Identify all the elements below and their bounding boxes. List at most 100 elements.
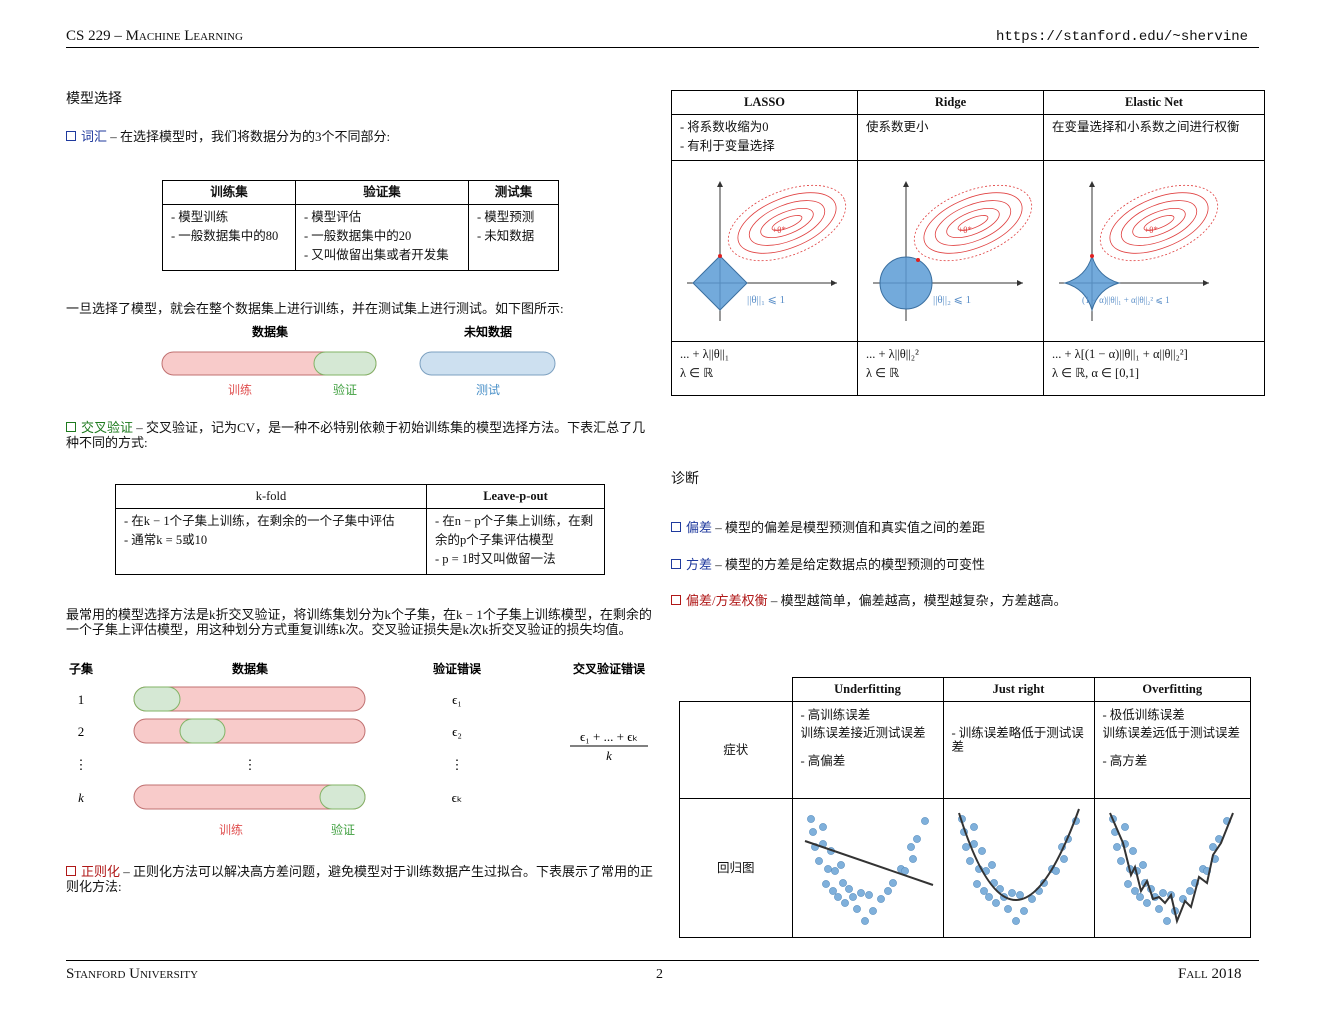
row-label: 2	[78, 724, 85, 739]
item: - 模型训练	[171, 210, 229, 224]
formula: ... + λ[(1 − α)||θ||₁ + α||θ||₂²]	[1052, 347, 1188, 361]
item: - 一般数据集中的80	[171, 229, 279, 243]
sample-point	[906, 843, 915, 851]
item: - 极低训练误差	[1102, 708, 1185, 722]
cell: 在变量选择和小系数之间进行权衡	[1043, 114, 1265, 161]
sample-point	[806, 815, 815, 823]
fit-curve	[804, 840, 933, 886]
contour	[1109, 192, 1209, 254]
split-figure: 数据集 未知数据 训练 验证 测试	[161, 324, 556, 397]
formula-numerator: ϵ₁ + ... + ϵₖ	[580, 729, 638, 744]
contour	[957, 215, 989, 231]
item: - 通常k = 5或10	[124, 533, 208, 547]
formula: ... + λ||θ||₂²	[866, 347, 919, 361]
term: 偏差	[686, 520, 713, 535]
constraint-region	[1063, 254, 1121, 312]
figure-header: 交叉验证错误	[573, 661, 646, 676]
header-cell: 测试集	[468, 180, 559, 205]
error: ϵ₁	[452, 692, 462, 707]
sample-point	[977, 847, 986, 855]
sample-point	[833, 893, 842, 901]
validation-bar	[319, 784, 366, 810]
marker	[671, 559, 681, 569]
train-bar	[133, 718, 366, 744]
item: - 高方差	[1102, 754, 1148, 768]
corner	[679, 677, 792, 702]
optimum-label: +θ*	[958, 225, 972, 235]
sample-point	[1112, 843, 1121, 851]
sample-point	[991, 899, 1000, 907]
contour	[913, 184, 1033, 262]
sample-point	[821, 880, 830, 888]
row-label: 症状	[679, 701, 793, 799]
text: – 交叉验证，记为CV，是一种不必特别依赖于初始训练集的模型选择方法。下表汇总了…	[66, 420, 646, 450]
paragraph: 方差 – 模型的方差是给定数据点的模型预测的可变性	[671, 557, 985, 573]
item: - 在n − p个子集上训练，在剩余的p个子集评估模型	[435, 514, 594, 547]
constraint-label: (1 − α)||θ||₁ + α||θ||₂² ⩽ 1	[1082, 295, 1170, 305]
sample-point	[908, 855, 917, 863]
sample-point	[1138, 861, 1147, 869]
footer-left: Stanford University	[66, 966, 199, 982]
figure-label: 训练	[228, 382, 252, 397]
term: 交叉验证	[81, 420, 134, 435]
header-cell: Underfitting	[791, 677, 944, 702]
plot-cell: +θ* (1 − α)||θ||₁ + α||θ||₂² ⩽ 1	[1043, 160, 1265, 342]
text: – 在选择模型时，我们将数据分为的3个不同部分:	[107, 129, 391, 144]
sample-point	[1019, 907, 1028, 915]
cell: - 在k − 1个子集上训练，在剩余的一个子集中评估 - 通常k = 5或10	[115, 508, 427, 575]
contours	[913, 184, 1033, 262]
plot-cell: +θ* ||θ||₁ ⩽ 1	[671, 160, 858, 342]
footer-rule	[66, 960, 1259, 961]
sample-point	[883, 887, 892, 895]
plot-cell	[791, 798, 944, 938]
term: 偏差/方差权衡	[686, 593, 768, 608]
formula: λ ∈ ℝ	[866, 366, 900, 380]
figure-header: 验证错误	[433, 661, 482, 676]
text: – 正则化方法可以解决高方差问题，避免模型对于训练数据产生过拟合。下表展示了常用…	[66, 864, 654, 894]
figure-label: 验证	[333, 382, 357, 397]
header-cell: 验证集	[295, 180, 469, 205]
contours	[1099, 184, 1219, 262]
sample-point	[972, 880, 981, 888]
error: ϵ₂	[452, 724, 462, 739]
plot-cell: +θ* ||θ||₂ ⩽ 1	[857, 160, 1044, 342]
sample-point	[828, 887, 837, 895]
sample-point	[1128, 847, 1137, 855]
header-cell: Ridge	[857, 90, 1044, 115]
split-table: 训练集 验证集 测试集 - 模型训练 - 一般数据集中的80 - 模型评估 - 一般数据…	[162, 180, 559, 271]
section-title: 模型选择	[66, 92, 122, 107]
fit-curve	[1108, 812, 1234, 925]
text: – 模型的偏差是模型预测值和真实值之间的差距	[712, 520, 986, 535]
illustration: +θ* (1 − α)||θ||₁ + α||θ||₂² ⩽ 1	[1059, 181, 1219, 321]
cell: - 训练误差略低于测试误差	[942, 701, 1095, 799]
sample-point	[920, 817, 929, 825]
row-label: ⋮	[75, 757, 88, 772]
item: - 高偏差	[800, 754, 846, 768]
contour	[727, 184, 847, 262]
constraint-region	[692, 255, 748, 311]
sample-point	[838, 879, 847, 887]
cell: - 高训练误差 训练误差接近测试误差 - 高偏差	[791, 701, 944, 799]
figure-label: 训练	[219, 822, 243, 837]
header-right: https://stanford.edu/~shervine	[996, 29, 1249, 45]
optimum-label: +θ*	[1144, 225, 1158, 235]
header-cell: Overfitting	[1093, 677, 1251, 702]
contour	[1132, 207, 1186, 239]
illustration	[1108, 812, 1234, 925]
sample-point	[868, 907, 877, 915]
figure-label: 测试	[476, 382, 500, 397]
fit-curve	[957, 808, 1080, 901]
sample-point	[848, 893, 857, 901]
sample-point	[864, 891, 873, 899]
item: 使系数更小	[866, 120, 929, 134]
sample-point	[808, 828, 817, 836]
item: - 训练误差略低于测试误差	[951, 726, 1084, 754]
cell: ... + λ||θ||₁ λ ∈ ℝ	[671, 341, 858, 396]
paragraph: 最常用的模型选择方法是k折交叉验证，将训练集划分为k个子集，在k − 1个子集上…	[66, 607, 652, 637]
sample-point	[1007, 889, 1016, 897]
contour	[923, 192, 1023, 254]
sample-point	[1015, 891, 1024, 899]
sample-point	[814, 857, 823, 865]
footer-right: Fall 2018	[1178, 966, 1242, 982]
